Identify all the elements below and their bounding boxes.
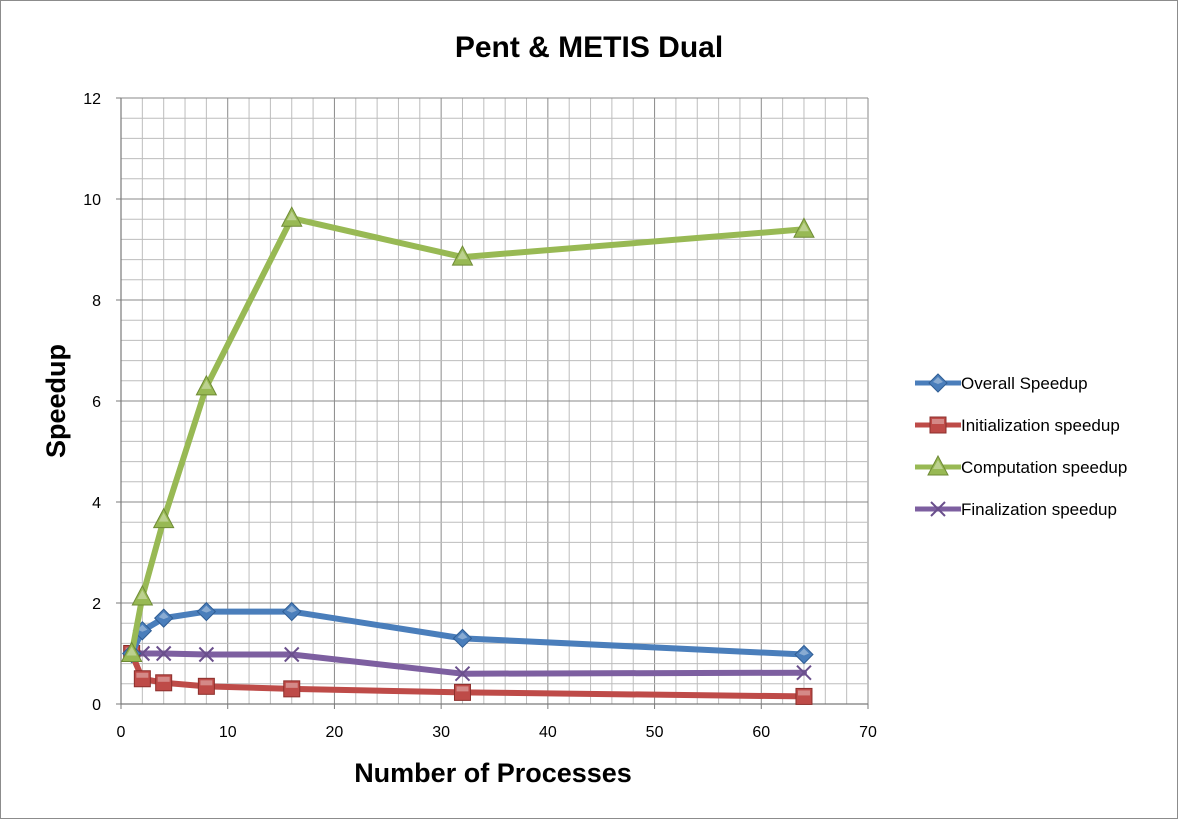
finalization-speedup-point bbox=[198, 646, 215, 663]
computation-speedup-point bbox=[280, 206, 303, 227]
legend-swatch-marker bbox=[929, 416, 947, 434]
legend-item-overall-speedup: Overall Speedup bbox=[915, 373, 1088, 393]
computation-speedup-point bbox=[793, 217, 815, 238]
y-tick-label: 6 bbox=[92, 394, 101, 411]
computation-speedup-point bbox=[451, 245, 474, 266]
finalization-speedup-point bbox=[155, 645, 172, 662]
computation-speedup-point bbox=[131, 584, 154, 606]
finalization-speedup-point bbox=[796, 664, 812, 681]
legend: Overall Speedup Initialization speedup Com… bbox=[915, 373, 1127, 519]
overall-speedup-point bbox=[452, 628, 473, 649]
initialization-speedup-point bbox=[283, 680, 301, 698]
overall-speedup-line bbox=[128, 608, 807, 658]
series bbox=[120, 206, 815, 705]
legend-item-initialization-speedup: Initialization speedup bbox=[915, 416, 1120, 435]
computation-speedup-line bbox=[128, 215, 807, 657]
overall-speedup-point bbox=[794, 644, 814, 665]
finalization-speedup-point bbox=[454, 665, 471, 682]
y-tick-label: 12 bbox=[83, 91, 101, 108]
x-tick-label: 30 bbox=[432, 724, 450, 741]
y-tick-label: 4 bbox=[92, 495, 101, 512]
initialization-speedup-point bbox=[155, 674, 173, 692]
y-tick-label: 10 bbox=[83, 192, 101, 209]
initialization-speedup-point bbox=[197, 677, 215, 695]
x-tick-label: 50 bbox=[646, 724, 664, 741]
overall-speedup-point bbox=[282, 601, 302, 622]
legend-swatch-marker bbox=[928, 373, 948, 393]
y-tick-label: 8 bbox=[92, 293, 101, 310]
legend-item-finalization-speedup: Finalization speedup bbox=[915, 500, 1117, 519]
x-tick-label: 70 bbox=[859, 724, 877, 741]
initialization-speedup-point bbox=[453, 683, 471, 701]
grid bbox=[120, 97, 869, 705]
y-tick-label: 2 bbox=[92, 596, 101, 613]
computation-speedup-series bbox=[120, 206, 815, 662]
legend-label: Overall Speedup bbox=[961, 374, 1088, 393]
legend-label: Initialization speedup bbox=[961, 416, 1120, 435]
overall-speedup-point bbox=[153, 608, 174, 628]
axes: 0 10 20 30 40 50 60 70 0 2 4 6 8 10 12 bbox=[83, 91, 877, 741]
legend-label: Finalization speedup bbox=[961, 500, 1117, 519]
legend-label: Computation speedup bbox=[961, 458, 1127, 477]
y-axis-title: Speedup bbox=[41, 344, 71, 458]
x-tick-label: 40 bbox=[539, 724, 557, 741]
overall-speedup-point bbox=[196, 601, 217, 622]
x-tick-label: 60 bbox=[752, 724, 770, 741]
legend-swatch-marker bbox=[930, 501, 946, 517]
x-tick-label: 20 bbox=[326, 724, 344, 741]
computation-speedup-point bbox=[152, 507, 175, 529]
computation-speedup-point bbox=[195, 374, 218, 396]
x-tick-label: 10 bbox=[219, 724, 237, 741]
initialization-speedup-point bbox=[133, 670, 151, 688]
y-tick-label: 0 bbox=[92, 697, 101, 714]
chart-title: Pent & METIS Dual bbox=[455, 31, 723, 64]
initialization-speedup-point bbox=[795, 687, 813, 705]
finalization-speedup-point bbox=[284, 646, 300, 663]
computation-speedup-point bbox=[120, 641, 143, 662]
legend-swatch-marker bbox=[927, 454, 949, 476]
legend-item-computation-speedup: Computation speedup bbox=[915, 454, 1127, 477]
x-axis-title: Number of Processes bbox=[354, 758, 632, 788]
x-tick-label: 0 bbox=[117, 724, 126, 741]
